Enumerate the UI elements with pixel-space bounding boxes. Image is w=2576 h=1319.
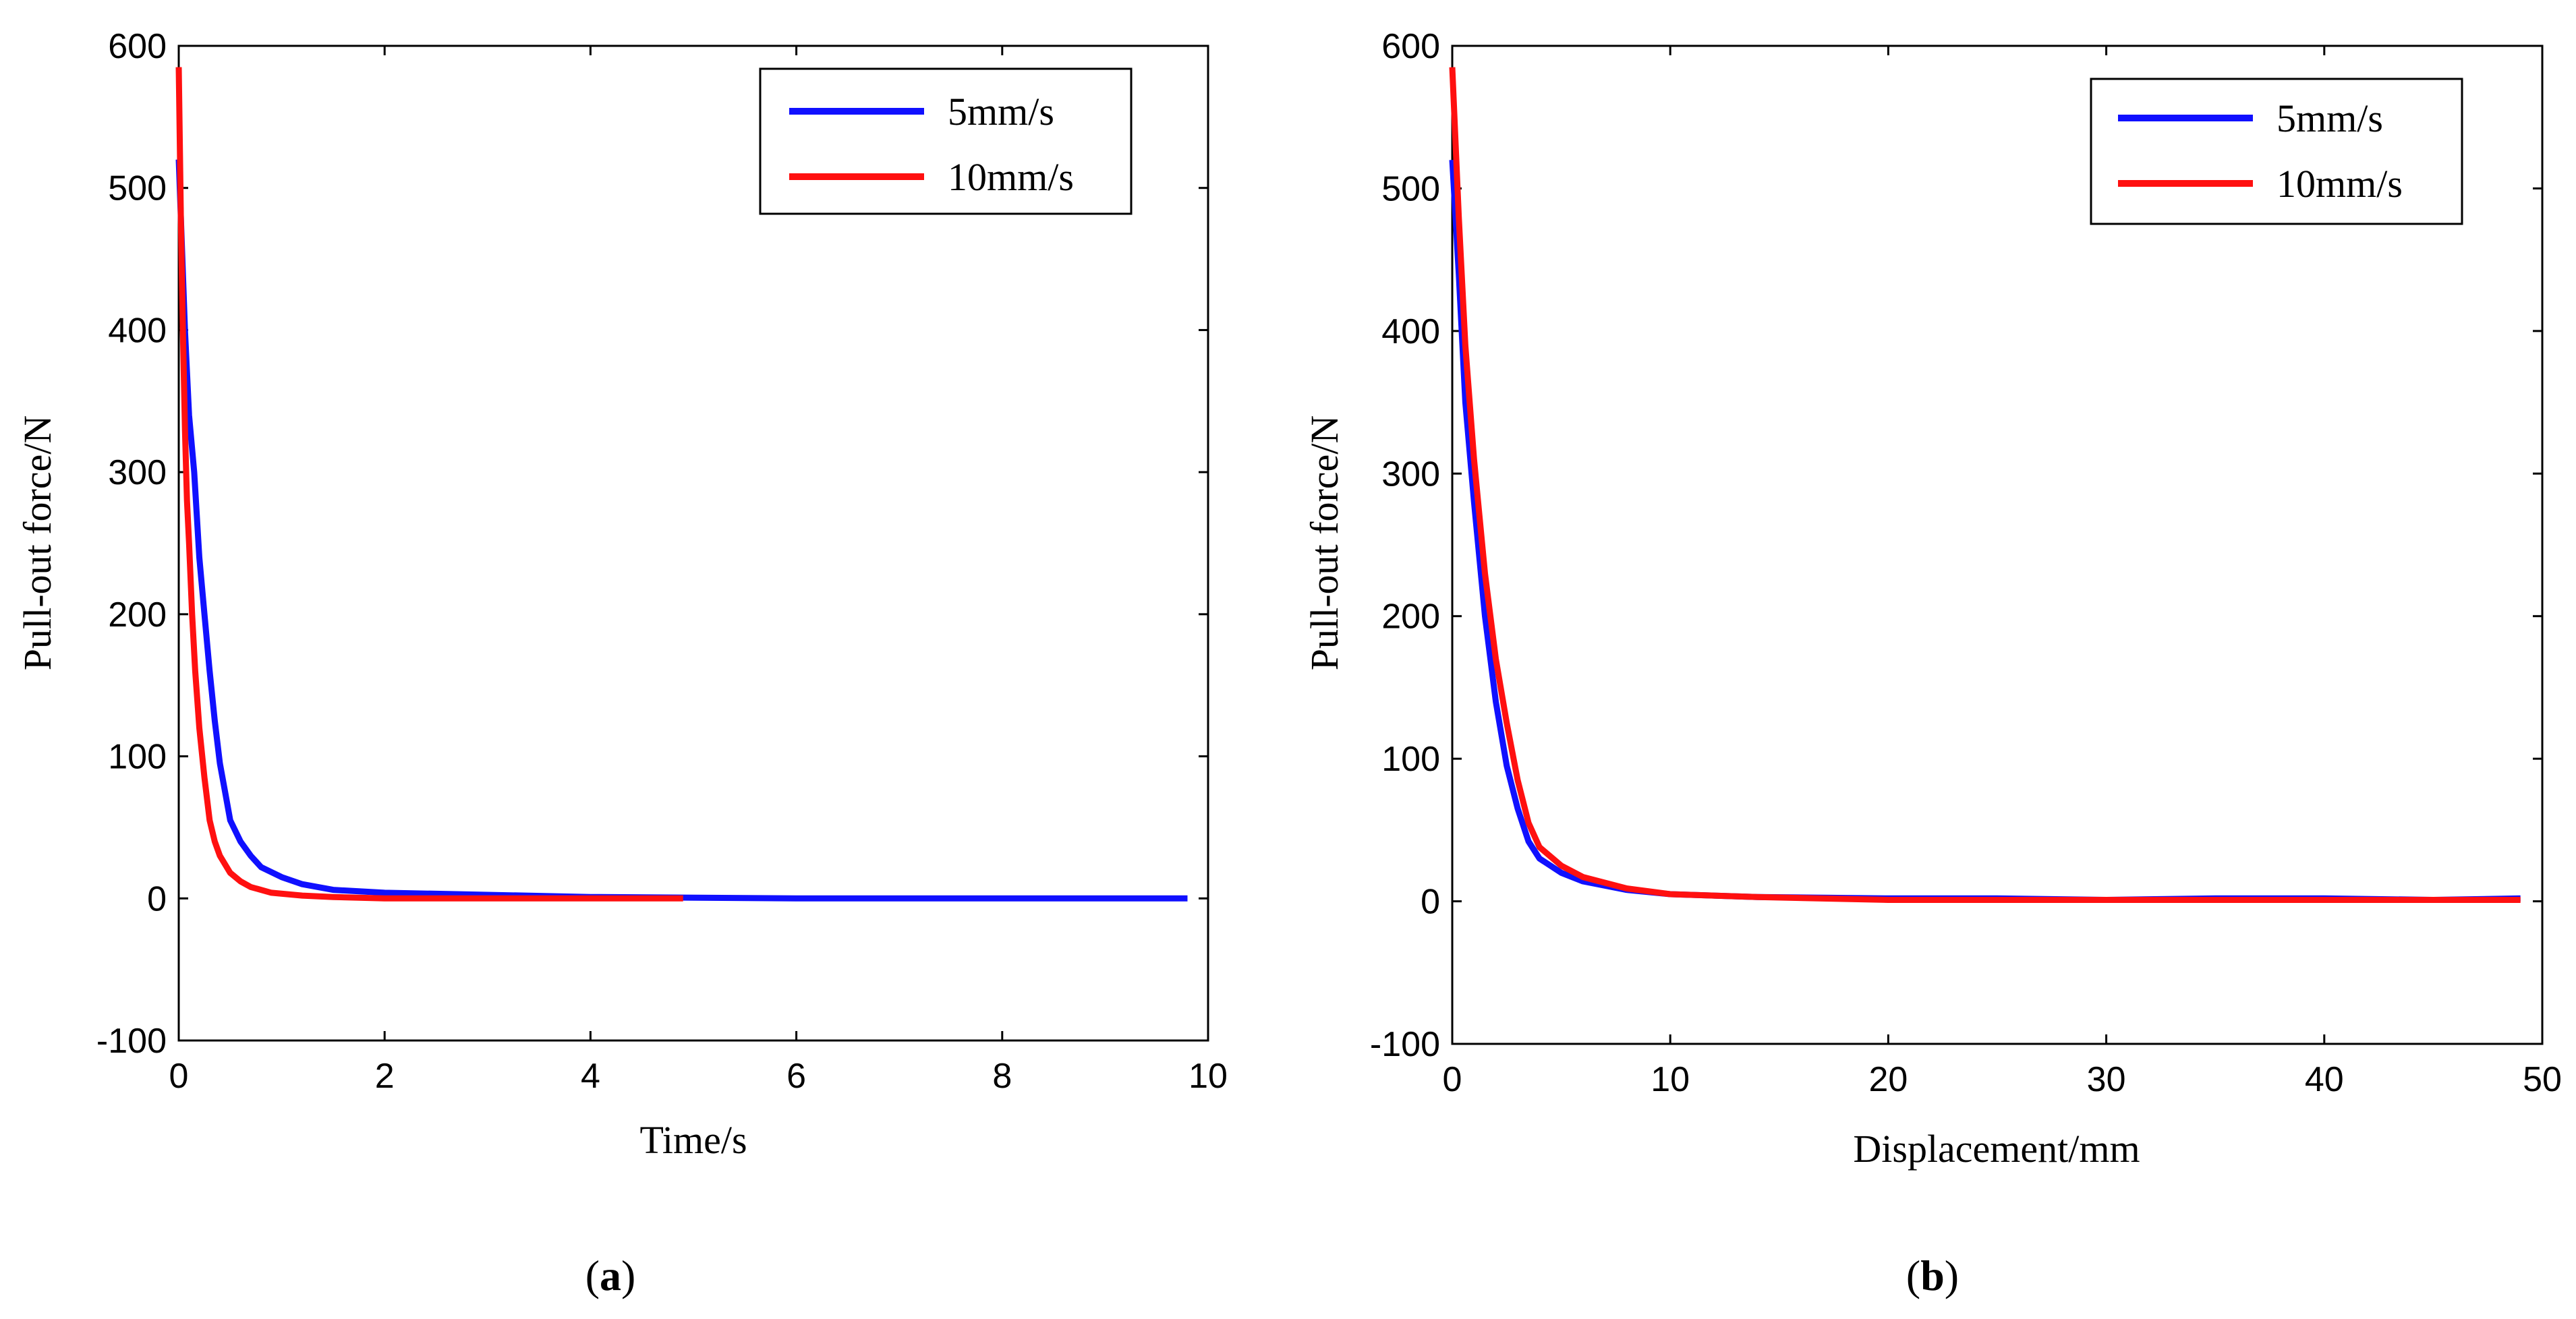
y-tick-label: 300 [108, 453, 167, 492]
legend-label-5mm: 5mm/s [2277, 96, 2383, 140]
y-tick-label: 400 [108, 311, 167, 350]
legend-box [2090, 78, 2463, 225]
plot-frame [1451, 45, 2544, 1045]
x-axis-title: Time/s [639, 1118, 747, 1162]
x-axis-title: Displacement/mm [1853, 1127, 2140, 1171]
caption-a: (a) [585, 1252, 636, 1299]
y-tick-label: -100 [1370, 1025, 1440, 1064]
y-tick-label: 600 [108, 27, 167, 66]
x-tick-label: 6 [786, 1057, 806, 1096]
legend-label-5mm: 5mm/s [948, 90, 1054, 134]
y-tick-label: 200 [108, 595, 167, 635]
series-line-10mm-per-s [175, 67, 683, 902]
legend: 5mm/s 10mm/s [759, 67, 1133, 215]
y-tick-label: -100 [96, 1022, 167, 1061]
x-tick-label: 20 [1868, 1060, 1908, 1099]
legend: 5mm/s 10mm/s [2090, 78, 2463, 225]
x-tick-label: 10 [1651, 1060, 1690, 1099]
plot-frame [177, 45, 1209, 1042]
x-tick-label: 40 [2305, 1060, 2344, 1099]
y-tick-label: 500 [1381, 169, 1440, 208]
y-axis-title: Pull-out force/N [16, 415, 59, 671]
y-axis-ticks: -100 0 100 200 300 400 500 600 [96, 27, 1208, 1061]
y-tick-label: 0 [1421, 883, 1440, 922]
y-tick-label: 300 [1381, 455, 1440, 494]
y-axis-title: Pull-out force/N [1303, 415, 1346, 671]
x-tick-label: 10 [1189, 1057, 1228, 1096]
x-tick-label: 0 [1443, 1060, 1462, 1099]
x-tick-label: 4 [581, 1057, 600, 1096]
caption-b: (b) [1906, 1252, 1959, 1299]
x-tick-label: 0 [169, 1057, 189, 1096]
series-line-10mm-per-s [1449, 67, 2521, 903]
y-tick-label: 500 [108, 169, 167, 208]
y-tick-label: 100 [1381, 740, 1440, 779]
y-tick-label: 200 [1381, 597, 1440, 637]
y-tick-label: 0 [147, 879, 167, 918]
series-lines [1449, 67, 2521, 903]
legend-label-10mm: 10mm/s [2277, 162, 2403, 206]
series-line-5mm-per-s [1449, 159, 2521, 903]
series-line-5mm-per-s [175, 159, 1188, 902]
x-tick-label: 8 [992, 1057, 1012, 1096]
x-axis-ticks: 0 2 4 6 8 10 [169, 46, 1228, 1096]
y-axis-ticks: -100 0 100 200 300 400 500 600 [1370, 27, 2542, 1064]
x-tick-label: 50 [2523, 1060, 2562, 1099]
x-axis-ticks: 0 10 20 30 40 50 [1443, 46, 2562, 1099]
y-tick-label: 100 [108, 738, 167, 777]
series-lines [175, 67, 1188, 902]
x-tick-label: 2 [375, 1057, 395, 1096]
legend-label-10mm: 10mm/s [948, 155, 1074, 199]
legend-box [759, 67, 1133, 215]
y-tick-label: 600 [1381, 27, 1440, 66]
x-tick-label: 30 [2087, 1060, 2126, 1099]
y-tick-label: 400 [1381, 312, 1440, 351]
